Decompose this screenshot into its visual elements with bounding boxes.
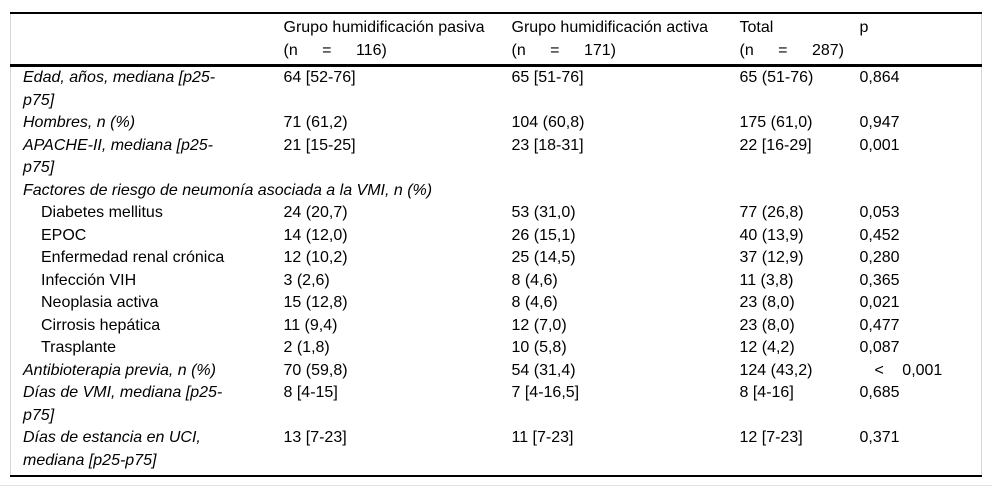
row-label: Trasplante: [41, 339, 116, 356]
cell-passive-group: 64 [52-76]: [283, 69, 356, 86]
cell-passive-group: 15 (12,8): [283, 294, 348, 311]
row-label: EPOC: [41, 226, 87, 244]
cell-total: 22 [16-29]: [739, 136, 812, 154]
cell-total: 12 [7-23]: [739, 429, 803, 446]
row-label: Enfermedad renal crónica: [41, 249, 225, 266]
cell-p-value: 0,947: [859, 114, 900, 131]
cell-p-value: 0,685: [859, 384, 900, 401]
cell-total: 77 (26,8): [739, 204, 804, 221]
cell-active-group: 12 (7,0): [511, 316, 567, 334]
table-row: Hombres, n (%) 71 (61,2) 104 (60,8) 175 (61…: [11, 112, 982, 135]
table-row: Diabetes mellitus 24 (20,7) 53 (31,0) 77 (2…: [11, 202, 982, 225]
table-row: Antibioterapia previa, n (%) 70 (59,8) 54 …: [11, 360, 982, 383]
cell-total: 65 (51-76): [739, 69, 814, 86]
cell-p-value: 0,001: [859, 136, 900, 154]
cell-passive-group: 2 (1,8): [283, 339, 330, 356]
table-row: Enfermedad renal crónica 12 (10,2) 25 (14,…: [11, 247, 982, 270]
header-total: Total (n = 287): [738, 13, 856, 66]
row-label: Días de VMI, mediana [p25-p75]: [23, 384, 223, 424]
row-label: APACHE-II, mediana [p25-p75]: [23, 136, 214, 177]
cell-active-group: 10 (5,8): [511, 339, 567, 356]
header-p-label: p: [859, 19, 869, 36]
table-row: APACHE-II, mediana [p25-p75] 21 [15-25] 23…: [11, 135, 982, 180]
table-row: Neoplasia activa 15 (12,8) 8 (4,6) 23 (8,0)…: [11, 292, 982, 315]
cell-passive-group: 12 (10,2): [283, 249, 348, 266]
cell-active-group: 104 (60,8): [511, 114, 585, 131]
clinical-characteristics-table: Grupo humidificación pasiva (n = 116) Gr…: [10, 12, 982, 477]
cell-p-value: 0,087: [859, 339, 900, 356]
header-p: p: [856, 13, 982, 66]
cell-p-value: < 0,001: [874, 361, 943, 379]
cell-active-group: 23 [18-31]: [511, 136, 584, 154]
page-bottom-divider: [0, 485, 992, 486]
cell-passive-group: 24 (20,7): [283, 204, 348, 221]
cell-total: 8 [4-16]: [739, 384, 794, 401]
header-row: Grupo humidificación pasiva (n = 116) Gr…: [10, 13, 982, 66]
cell-active-group: 8 (4,6): [511, 294, 558, 311]
cell-passive-group: 3 (2,6): [283, 271, 330, 289]
cell-active-group: 7 [4-16,5]: [511, 384, 580, 401]
cell-total: 12 (4,2): [739, 339, 795, 356]
cell-total: 23 (8,0): [739, 294, 795, 311]
header-group-active-n: (n = 171): [511, 41, 616, 59]
header-empty: [11, 13, 282, 66]
cell-active-group: 53 (31,0): [511, 204, 576, 221]
cell-active-group: 11 [7-23]: [511, 429, 574, 446]
cell-p-value: 0,365: [859, 271, 900, 289]
cell-total: 40 (13,9): [739, 226, 804, 244]
row-label: Diabetes mellitus: [41, 204, 163, 221]
cell-p-value: 0,452: [859, 226, 900, 244]
cell-total: 23 (8,0): [739, 316, 795, 334]
cell-passive-group: 14 (12,0): [283, 226, 348, 244]
header-group-active: Grupo humidificación activa (n = 171): [510, 13, 738, 66]
cell-active-group: 8 (4,6): [511, 271, 558, 289]
section-row: Factores de riesgo de neumonía asociada …: [11, 180, 982, 203]
cell-total: 124 (43,2): [739, 361, 813, 379]
header-group-passive-n: (n = 116): [283, 41, 387, 59]
cell-p-value: 0,021: [859, 294, 900, 311]
row-label: Días de estancia en UCI, mediana [p25-p7…: [23, 429, 201, 469]
cell-passive-group: 21 [15-25]: [283, 136, 356, 154]
header-group-passive-label: Grupo humidificación pasiva: [283, 19, 485, 36]
table-row: Días de estancia en UCI, mediana [p25-p7…: [11, 427, 982, 476]
header-group-passive: Grupo humidificación pasiva (n = 116): [282, 13, 510, 66]
table-row: Infección VIH 3 (2,6) 8 (4,6) 11 (3,8) 0,365: [11, 270, 982, 293]
row-label: Hombres, n (%): [23, 114, 136, 131]
cell-passive-group: 8 [4-15]: [283, 384, 338, 401]
cell-passive-group: 13 [7-23]: [283, 429, 347, 446]
cell-passive-group: 71 (61,2): [283, 114, 348, 131]
row-label: Cirrosis hepática: [41, 316, 161, 334]
cell-active-group: 25 (14,5): [511, 249, 576, 266]
cell-active-group: 65 [51-76]: [511, 69, 584, 86]
table-row: Trasplante 2 (1,8) 10 (5,8) 12 (4,2) 0,087: [11, 337, 982, 360]
table-row: Días de VMI, mediana [p25-p75] 8 [4-15] 7 …: [11, 382, 982, 427]
cell-p-value: 0,864: [859, 69, 900, 86]
cell-p-value: 0,371: [859, 429, 900, 446]
cell-p-value: 0,280: [859, 249, 900, 266]
table-row: Cirrosis hepática 11 (9,4) 12 (7,0) 23 (8,0…: [11, 315, 982, 338]
cell-total: 11 (3,8): [739, 271, 794, 289]
row-label: Neoplasia activa: [41, 294, 159, 311]
header-total-n: (n = 287): [739, 41, 844, 59]
row-label: Edad, años, mediana [p25-p75]: [23, 69, 216, 109]
row-label: Factores de riesgo de neumonía asociada …: [23, 181, 433, 199]
cell-active-group: 26 (15,1): [511, 226, 576, 244]
table-row: Edad, años, mediana [p25-p75] 64 [52-76] 6…: [11, 66, 982, 113]
cell-passive-group: 70 (59,8): [283, 361, 348, 379]
cell-p-value: 0,477: [859, 316, 900, 334]
cell-passive-group: 11 (9,4): [283, 316, 338, 334]
header-group-active-label: Grupo humidificación activa: [511, 19, 709, 36]
cell-total: 175 (61,0): [739, 114, 813, 131]
cell-p-value: 0,053: [859, 204, 900, 221]
cell-active-group: 54 (31,4): [511, 361, 576, 379]
row-label: Infección VIH: [41, 271, 137, 289]
header-total-label: Total: [739, 19, 774, 36]
row-label: Antibioterapia previa, n (%): [23, 361, 216, 379]
table-row: EPOC 14 (12,0) 26 (15,1) 40 (13,9) 0,452: [11, 225, 982, 248]
cell-total: 37 (12,9): [739, 249, 804, 266]
